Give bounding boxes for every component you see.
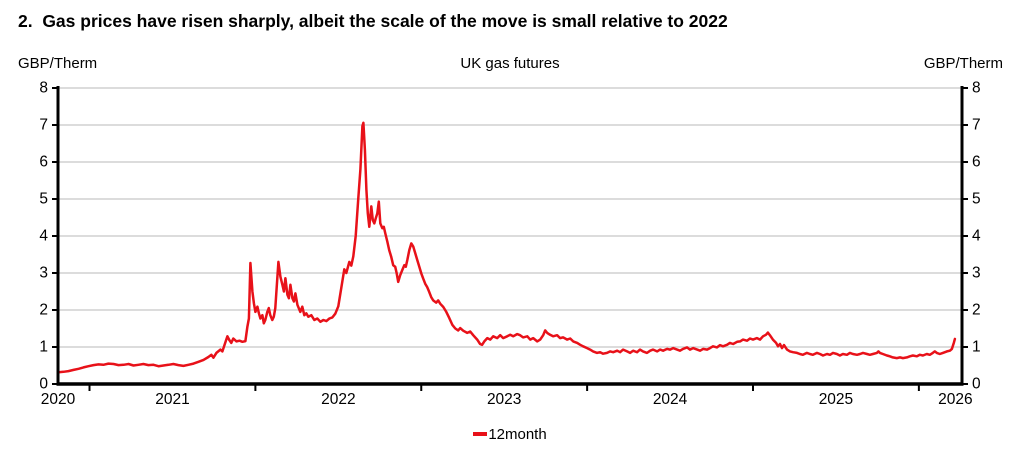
x-tick-label: 2022 — [321, 391, 355, 408]
y-tick-label-left: 3 — [39, 265, 48, 282]
chart-subtitle: UK gas futures — [460, 55, 560, 72]
y-tick-label-right: 3 — [972, 265, 981, 282]
y-axis-unit-left: GBP/Therm — [18, 55, 98, 72]
y-tick-label-right: 5 — [972, 191, 981, 208]
x-tick-label: 2026 — [938, 391, 972, 408]
chart-title: 2. Gas prices have risen sharply, albeit… — [18, 11, 728, 31]
x-tick-label: 2025 — [819, 391, 853, 408]
y-axis-unit-right: GBP/Therm — [923, 55, 1003, 72]
x-tick-label: 2020 — [41, 391, 76, 408]
y-tick-label-left: 1 — [39, 339, 48, 356]
y-tick-label-left: 4 — [39, 228, 48, 245]
y-tick-label-left: 7 — [39, 117, 48, 134]
y-tick-label-left: 0 — [39, 376, 48, 393]
y-tick-label-left: 2 — [39, 302, 48, 319]
x-tick-label: 2021 — [155, 391, 189, 408]
y-tick-label-left: 8 — [39, 80, 48, 97]
units-row: GBP/Therm UK gas futures GBP/Therm — [0, 55, 1017, 73]
y-tick-label-right: 0 — [972, 376, 981, 393]
y-tick-label-right: 1 — [972, 339, 981, 356]
x-tick-label: 2024 — [653, 391, 688, 408]
legend-line-marker-icon — [473, 432, 488, 436]
y-tick-label-left: 5 — [39, 191, 48, 208]
x-tick-label: 2023 — [487, 391, 521, 408]
series-line-12month — [57, 121, 957, 374]
y-tick-label-right: 2 — [972, 302, 981, 319]
y-tick-label-left: 6 — [39, 154, 48, 171]
legend: 12month — [58, 424, 962, 444]
y-tick-label-right: 4 — [972, 228, 981, 245]
y-tick-label-right: 8 — [972, 80, 981, 97]
legend-label: 12month — [488, 425, 547, 443]
y-tick-label-right: 7 — [972, 117, 981, 134]
y-tick-label-right: 6 — [972, 154, 981, 171]
